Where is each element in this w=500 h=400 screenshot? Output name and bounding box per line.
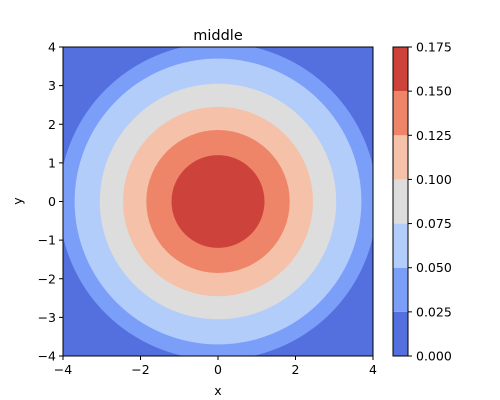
y-tick-label: −2	[38, 271, 56, 286]
x-tick-label: 0	[214, 362, 222, 377]
colorbar-segment	[393, 47, 408, 91]
plot-area	[59, 43, 377, 360]
colorbar-tick-label: 0.025	[416, 304, 452, 319]
chart-title: middle	[193, 28, 243, 44]
colorbar-tick-label: 0.075	[416, 216, 452, 231]
y-tick-label: 2	[48, 117, 56, 132]
colorbar-segment	[393, 268, 408, 312]
colorbar-segment	[393, 135, 408, 179]
colorbar-tick-label: 0.100	[416, 172, 452, 187]
colorbar-segment	[393, 312, 408, 356]
x-axis-label: x	[214, 383, 221, 398]
y-tick-label: 4	[48, 40, 56, 55]
y-axis-label: y	[10, 197, 25, 205]
colorbar-ticks: 0.000 0.025 0.050 0.075 0.100 0.125 0.150 0.175	[408, 40, 452, 364]
contour-band-5	[172, 155, 265, 248]
x-axis-ticks: −4 −2 0 2 4	[54, 356, 377, 377]
colorbar-segment	[393, 91, 408, 135]
colorbar: 0.000 0.025 0.050 0.075 0.100 0.125 0.150 0.175	[393, 40, 452, 364]
contour-bands	[59, 43, 377, 360]
y-axis-ticks: −4 −3 −2 −1 0 1 2 3 4	[38, 40, 63, 364]
y-tick-label: 1	[48, 155, 56, 170]
colorbar-tick-label: 0.150	[416, 84, 452, 99]
y-tick-label: −3	[38, 310, 56, 325]
x-tick-label: −4	[54, 362, 72, 377]
y-tick-label: 3	[48, 78, 56, 93]
colorbar-tick-label: 0.175	[416, 40, 452, 55]
colorbar-tick-label: 0.000	[416, 349, 452, 364]
colorbar-tick-label: 0.050	[416, 260, 452, 275]
colorbar-segment	[393, 224, 408, 268]
x-tick-label: −2	[131, 362, 149, 377]
y-tick-label: 0	[48, 194, 56, 209]
colorbar-segments	[393, 47, 408, 356]
colorbar-segment	[393, 179, 408, 223]
x-tick-label: 2	[292, 362, 300, 377]
x-tick-label: 4	[369, 362, 377, 377]
colorbar-tick-label: 0.125	[416, 128, 452, 143]
y-tick-label: −4	[38, 349, 56, 364]
y-tick-label: −1	[38, 233, 56, 248]
